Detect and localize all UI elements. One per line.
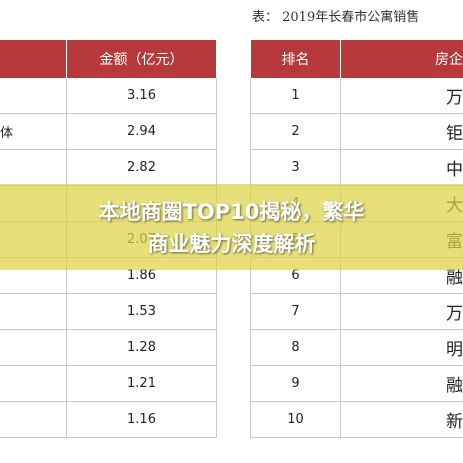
table-cell	[0, 294, 66, 330]
table-cell: 2.82	[67, 150, 216, 186]
table-header: 金额（亿元）	[67, 40, 216, 78]
table-cell: 2	[251, 114, 340, 150]
table-cell: 1.21	[67, 366, 216, 402]
table-cell	[0, 258, 66, 294]
title-banner	[0, 184, 463, 270]
table-cell	[0, 330, 66, 366]
table-cell	[0, 78, 66, 114]
table-cell: 中	[341, 150, 463, 186]
table-cell: 融	[341, 366, 463, 402]
table-cell: 1.28	[67, 330, 216, 366]
table-cell: 1.86	[67, 258, 216, 294]
table-header: 排名	[251, 40, 340, 78]
banner-title: 本地商圈TOP10揭秘，繁华	[98, 200, 365, 224]
table-cell: 7	[251, 294, 340, 330]
table-cell: 10	[251, 402, 340, 438]
table-cell: 1.16	[67, 402, 216, 438]
table-cell: 2.94	[67, 114, 216, 150]
table-cell	[0, 150, 66, 186]
table-cell: 钜	[341, 114, 463, 150]
table-cell: 8	[251, 330, 340, 366]
table-cell: 体	[0, 114, 66, 150]
table-cell: 融	[341, 258, 463, 294]
table-header: 房企	[341, 40, 463, 78]
table-header	[0, 40, 66, 78]
table-cell: 6	[251, 258, 340, 294]
table-cell: 万	[341, 78, 463, 114]
banner-title: 商业魅力深度解析	[147, 232, 316, 256]
table-caption: 表： 2019年长春市公寓销售	[252, 10, 420, 25]
table-cell: 1.53	[67, 294, 216, 330]
table-cell: 新	[341, 402, 463, 438]
table-cell: 3.16	[67, 78, 216, 114]
table-cell	[0, 402, 66, 438]
table-cell: 3	[251, 150, 340, 186]
table-cell: 9	[251, 366, 340, 402]
table-cell: 明	[341, 330, 463, 366]
table-cell	[0, 366, 66, 402]
table-cell: 万	[341, 294, 463, 330]
table-cell: 1	[251, 78, 340, 114]
